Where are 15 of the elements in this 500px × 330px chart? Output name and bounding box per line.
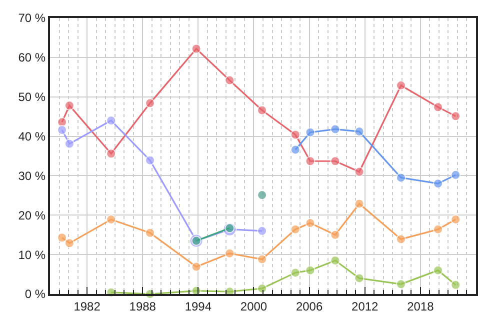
y-tick-label: 60 % xyxy=(18,50,46,65)
x-tick-label: 1988 xyxy=(129,299,156,314)
y-tick-label: 40 % xyxy=(18,129,46,144)
y-tick-label: 10 % xyxy=(18,248,46,262)
x-tick-label: 2000 xyxy=(240,299,268,314)
x-tick-label: 1994 xyxy=(184,299,212,314)
y-tick-label: 20 % xyxy=(18,208,46,222)
y-tick-label: 70 % xyxy=(18,11,46,26)
x-tick-label: 2012 xyxy=(352,299,379,314)
x-tick-label: 2018 xyxy=(407,299,434,314)
y-tick-label: 50 % xyxy=(18,90,46,104)
x-tick-label: 1982 xyxy=(74,299,101,314)
x-tick-label: 2006 xyxy=(296,299,323,314)
y-tick-label: 0 % xyxy=(24,287,46,302)
y-tick-label: 30 % xyxy=(18,168,46,183)
